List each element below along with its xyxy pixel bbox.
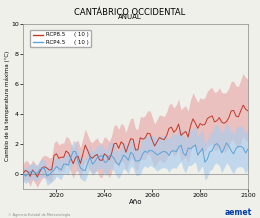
Text: aemet: aemet: [225, 208, 252, 217]
X-axis label: Año: Año: [129, 199, 142, 205]
Text: © Agencia Estatal de Meteorología: © Agencia Estatal de Meteorología: [8, 213, 70, 217]
Text: ANUAL: ANUAL: [118, 14, 142, 20]
Text: CANTÁBRICO OCCIDENTAL: CANTÁBRICO OCCIDENTAL: [74, 8, 186, 17]
Legend: RCP8.5     ( 10 ), RCP4.5     ( 10 ): RCP8.5 ( 10 ), RCP4.5 ( 10 ): [30, 30, 91, 48]
Y-axis label: Cambio de la temperatura máxima (°C): Cambio de la temperatura máxima (°C): [4, 51, 10, 161]
